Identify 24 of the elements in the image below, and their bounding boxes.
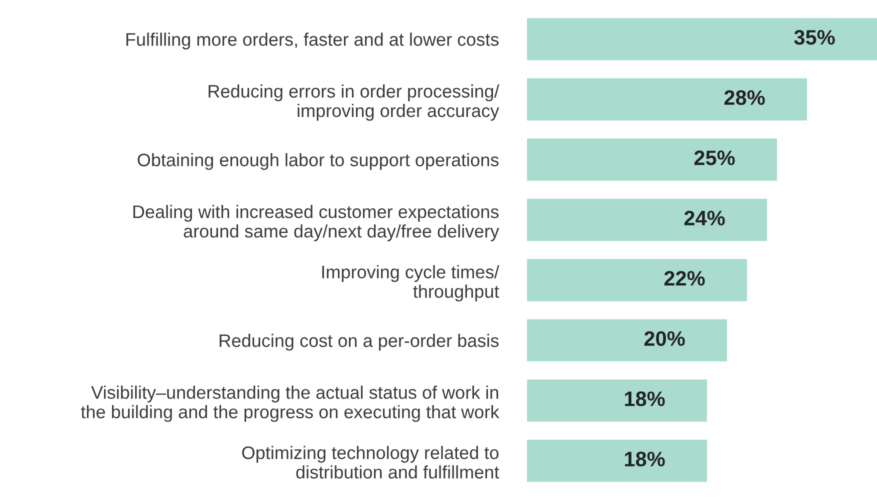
- bar: [527, 380, 707, 422]
- data-label: 18%: [624, 452, 665, 466]
- data-label: 28%: [724, 90, 765, 105]
- bar: [527, 18, 877, 60]
- y-tick-label: Optimizing technology related to distribution and fulfillment: [242, 446, 500, 479]
- bar: [527, 198, 767, 241]
- data-label: 18%: [624, 391, 665, 406]
- y-tick-label: Dealing with increased customer expectations around same day/next day/free delivery: [133, 204, 500, 242]
- y-tick-label: Improving cycle times/ throughput: [322, 265, 500, 302]
- bar: [527, 138, 777, 181]
- bar: [527, 259, 747, 302]
- bar: [527, 78, 807, 120]
- y-tick-label: Fulfilling more orders, faster and at lower costs: [126, 32, 499, 50]
- y-tick-label: Visibility–understanding the actual status of work in the building and the progress on executing that work: [80, 386, 500, 422]
- y-tick-label: Reducing cost on a per-order basis: [220, 334, 499, 351]
- bar: [527, 319, 727, 362]
- data-label: 25%: [694, 150, 735, 166]
- data-label: 22%: [664, 270, 705, 286]
- data-label: 20%: [644, 331, 685, 346]
- data-label: 24%: [684, 210, 725, 226]
- y-tick-label: Obtaining enough labor to support operations: [138, 153, 499, 170]
- y-tick-label: Reducing errors in order processing/ improving order accuracy: [208, 84, 500, 121]
- data-label: 35%: [794, 30, 835, 45]
- bar: [527, 440, 707, 482]
